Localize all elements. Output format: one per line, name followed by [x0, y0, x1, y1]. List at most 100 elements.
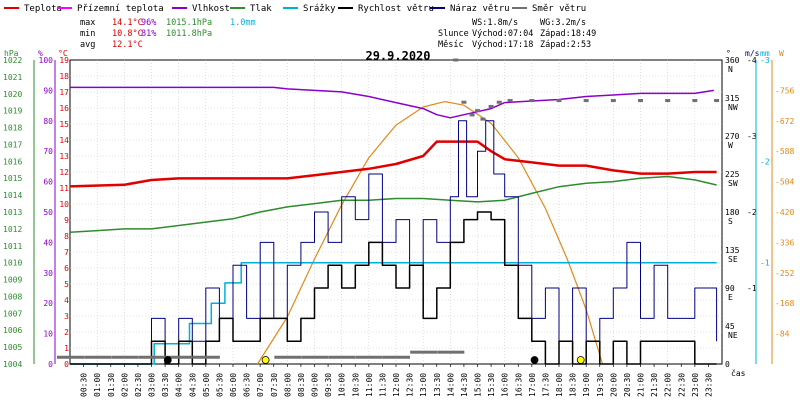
stat-value: 12.1°C — [112, 40, 143, 50]
axis-w-label: W — [779, 49, 784, 58]
axis-time-tick: 13:30 — [433, 373, 442, 397]
axis-time-tick: 22:00 — [664, 373, 673, 397]
axis-time-tick: 15:00 — [474, 373, 483, 397]
axis-time-tick: 08:00 — [283, 373, 292, 397]
series-gust — [70, 120, 718, 365]
wind-dir-point — [583, 99, 589, 103]
wind-dir-point — [165, 355, 193, 359]
stat-value: 96% — [141, 18, 156, 28]
axis-hpa-tick: 1010 — [3, 259, 22, 268]
wind-dir-point — [461, 100, 467, 104]
axis-temp-tick: 6 — [64, 264, 69, 273]
axis-ms-tick: -3 — [747, 132, 757, 141]
axis-hpa-tick: 1021 — [3, 73, 22, 82]
legend-label: Teplota — [24, 4, 62, 14]
axis-dir-tick: 90 — [725, 284, 735, 293]
axis-temp-label: °C — [58, 49, 68, 58]
stat-value: max — [80, 18, 95, 28]
wind-dir-point — [556, 99, 562, 103]
axis-time-tick: 03:30 — [161, 373, 170, 397]
axis-time-tick: 02:30 — [134, 373, 143, 397]
axis-temp-tick: 14 — [59, 136, 69, 145]
axis-time-tick: 18:30 — [569, 373, 578, 397]
axis-hpa-tick: 1009 — [3, 276, 22, 285]
axis-dir-tick: 180 — [725, 208, 740, 217]
axis-pct-tick: 90 — [43, 86, 53, 95]
axis-dir-compass: N — [728, 65, 733, 74]
stat-value: 10.8°C — [112, 29, 143, 39]
axis-pct-tick: 60 — [43, 178, 53, 187]
wind-dir-point — [453, 58, 459, 62]
axis-dir-compass: S — [728, 217, 733, 226]
axis-time-tick: 02:00 — [120, 373, 129, 397]
axis-pct-tick: 20 — [43, 299, 53, 308]
axis-time-tick: 21:00 — [637, 373, 646, 397]
axis-time-tick: 00:30 — [80, 373, 89, 397]
legend: Teplota Přízemní teplota Vlhkost Tlak Srážky… — [4, 4, 586, 14]
axis-w-tick: -84 — [775, 330, 790, 339]
wind-dir-point — [480, 117, 486, 121]
axis-time-tick: 21:30 — [650, 373, 659, 397]
wind-dir-point — [57, 355, 84, 359]
axis-mm-label: mm — [760, 49, 770, 58]
axis-hpa-tick: 1008 — [3, 292, 22, 301]
axis-time-tick: 07:00 — [256, 373, 265, 397]
axis-w-tick: -168 — [775, 299, 794, 308]
legend-label: Srážky — [303, 4, 336, 14]
wind-dir-point — [469, 113, 475, 117]
axis-temp-tick: 12 — [59, 168, 69, 177]
axis-time-tick: 06:00 — [229, 373, 238, 397]
axis-time-tick: 05:00 — [202, 373, 211, 397]
stat-sunset: Západ:18:49 — [540, 29, 596, 39]
axis-time-tick: 19:00 — [582, 373, 591, 397]
stat-value: 1015.1hPa — [166, 18, 212, 28]
axis-w-tick: -672 — [775, 117, 794, 126]
axis-dir-compass: W — [728, 141, 733, 150]
axis-w-tick: -588 — [775, 147, 794, 156]
axis-ms-tick: -2 — [747, 208, 757, 217]
axis-time-tick: 19:30 — [596, 373, 605, 397]
axis-time-tick: 06:30 — [243, 373, 252, 397]
wind-dir-point — [714, 99, 720, 103]
axis-mm-tick: -2 — [760, 157, 770, 166]
axis-temp-tick: 8 — [64, 232, 69, 241]
wind-dir-point — [437, 350, 465, 354]
axis-time-tick: 18:00 — [555, 373, 564, 397]
wind-dir-point — [138, 355, 166, 359]
wind-dir-point — [84, 355, 112, 359]
stat-value: 14.1°C — [112, 18, 143, 28]
series-humidity — [70, 86, 714, 119]
stat-value: 81% — [141, 29, 156, 39]
axis-hpa-tick: 1006 — [3, 326, 22, 335]
legend-label: Rychlost větru — [358, 4, 434, 14]
series-temperature — [69, 140, 717, 188]
axis-time-tick: 22:30 — [677, 373, 686, 397]
series-pressure — [69, 175, 717, 234]
axis-temp-tick: 0 — [64, 360, 69, 369]
axis-pct-tick: 100 — [39, 56, 54, 65]
axis-pct-tick: 80 — [43, 117, 53, 126]
stat-value: 1011.8hPa — [166, 29, 212, 39]
axis-time-tick: 16:00 — [501, 373, 510, 397]
axis-time-tick: 09:00 — [311, 373, 320, 397]
axis-hpa-tick: 1015 — [3, 174, 22, 183]
wind-dir-point — [383, 355, 410, 359]
wind-dir-point — [274, 355, 302, 359]
axis-time-tick: 04:00 — [175, 373, 184, 397]
axis-w-tick: -336 — [775, 238, 794, 247]
axis-temp-tick: 2 — [64, 328, 69, 337]
axis-hpa-tick: 1007 — [3, 309, 22, 318]
axis-pct-tick: 50 — [43, 208, 53, 217]
axis-hpa-tick: 1019 — [3, 107, 22, 116]
axis-pct-tick: 0 — [48, 360, 53, 369]
wind-dir-point — [692, 99, 698, 103]
stat-ws: WS:1.8m/s — [472, 18, 518, 28]
axis-dir-tick: 315 — [725, 94, 740, 103]
wind-dir-point — [488, 104, 494, 108]
stat-value: min — [80, 29, 95, 39]
sun-moon-marker — [530, 356, 539, 364]
axis-temp-tick: 4 — [64, 296, 69, 305]
axis-dir-tick: 0 — [725, 360, 730, 369]
axis-time-tick: 08:30 — [297, 373, 306, 397]
